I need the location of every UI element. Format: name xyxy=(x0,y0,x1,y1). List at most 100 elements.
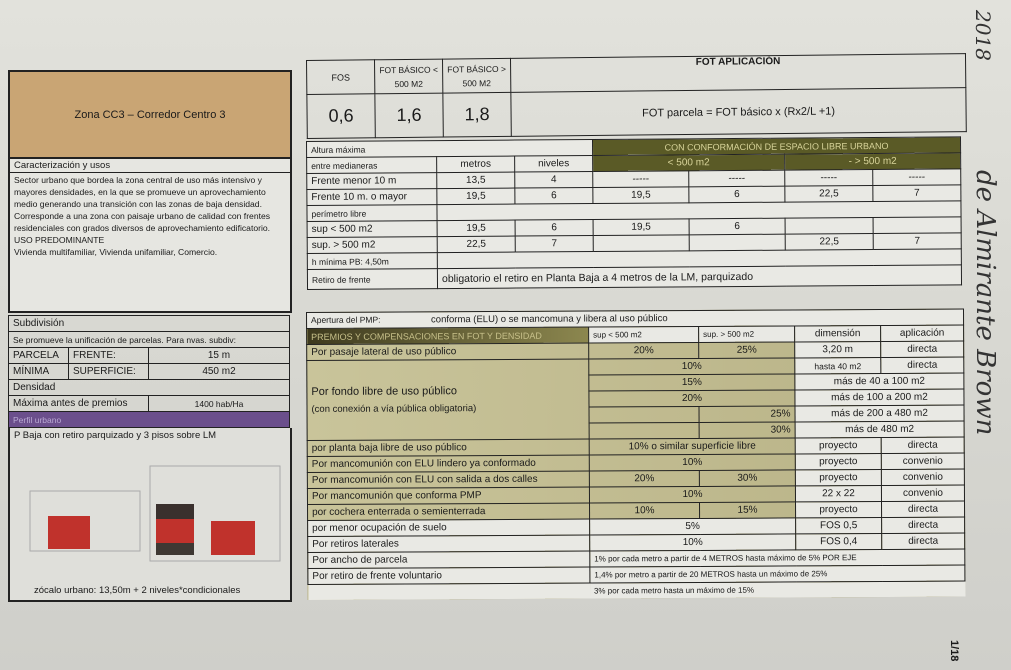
premio-cell: FOS 0,4 xyxy=(795,533,882,550)
premio-cell: directa xyxy=(880,357,964,374)
premio-cell: más de 40 a 100 m2 xyxy=(794,373,964,390)
altura-cell: 6 xyxy=(689,218,786,235)
premio-label: Por pasaje lateral de uso público xyxy=(306,343,589,361)
altura-cell xyxy=(689,234,786,251)
premio-label: Por retiros laterales xyxy=(307,535,590,553)
premio-cell xyxy=(589,406,700,424)
perfil-description: P Baja con retiro parquizado y 3 pisos s… xyxy=(14,430,217,441)
altura-row-label: sup. > 500 m2 xyxy=(307,236,438,254)
premio-cell: 25% xyxy=(698,405,796,423)
altura-cell: 19,5 xyxy=(593,218,690,236)
premio-cell: 1,4% por metro a partir de 20 METROS has… xyxy=(589,565,965,584)
zone-title-text: Zona CC3 – Corredor Centro 3 xyxy=(74,108,226,121)
premio-cell: 10% xyxy=(588,357,795,376)
profile-outline xyxy=(29,490,141,552)
fondo-label-line: Por fondo libre de uso público xyxy=(311,384,457,398)
premio-label: por menor ocupación de suelo xyxy=(307,519,590,537)
premio-cell: 10% xyxy=(589,453,796,472)
premio-label: Por mancomunión con ELU lindero ya confo… xyxy=(307,455,590,473)
subdivision-heading: Subdivisión xyxy=(8,315,290,332)
premio-cell: directa xyxy=(881,437,965,454)
fot-basico-lt500-header: FOT BÁSICO < 500 M2 xyxy=(374,59,443,94)
altura-title: Altura máxima xyxy=(306,139,593,158)
premio-cell: hasta 40 m2 xyxy=(794,357,881,374)
premio-cell: más de 200 a 480 m2 xyxy=(794,405,965,422)
altura-cell xyxy=(873,216,962,234)
premio-cell: proyecto xyxy=(795,437,882,454)
premio-cell: 20% xyxy=(588,389,795,408)
fot-basico-gt500-header: FOT BÁSICO > 500 M2 xyxy=(442,58,511,94)
subdivision-table: Subdivisión Se promueve la unificación d… xyxy=(8,315,290,428)
page-number: 1/18 xyxy=(948,640,960,662)
zone-title: Zona CC3 – Corredor Centro 3 xyxy=(8,70,292,159)
margin-note: de Almirante Brown xyxy=(970,170,1000,436)
premio-cell: 3% por cada metro hasta un máximo de 15% xyxy=(593,585,755,596)
caracterizacion-line: Vivienda multifamiliar, Vivienda unifami… xyxy=(14,247,218,257)
altura-cell xyxy=(593,234,690,252)
premio-cell: convenio xyxy=(881,485,965,502)
subdivision-note: Se promueve la unificación de parcelas. … xyxy=(8,331,290,348)
caracterizacion-line: Sector urbano que bordea la zona central… xyxy=(14,175,262,185)
building-block xyxy=(211,521,255,555)
altura-cell: ----- xyxy=(872,168,961,186)
superficie-label: SUPERFICIE: xyxy=(68,363,149,380)
premios-table: Apertura del PMP: conforma (ELU) o se man… xyxy=(306,308,966,600)
premio-cell: proyecto xyxy=(795,501,882,518)
premio-cell: convenio xyxy=(881,469,965,486)
caracterizacion-line: residenciales con grados diversos de apr… xyxy=(14,223,271,233)
fondo-label-line: (con conexión a vía pública obligatoria) xyxy=(311,402,477,415)
premio-cell: 10% xyxy=(589,485,796,504)
premio-cell xyxy=(308,583,590,600)
premio-cell xyxy=(589,422,700,440)
metros-header: metros xyxy=(436,156,515,173)
altura-row-label: Frente 10 m. o mayor xyxy=(306,188,437,206)
frente-value: 15 m xyxy=(148,347,290,364)
perfil-box: P Baja con retiro parquizado y 3 pisos s… xyxy=(8,428,292,602)
fos-value: 0,6 xyxy=(306,93,376,139)
altura-row-label: Frente menor 10 m xyxy=(306,172,437,190)
altura-cell: ----- xyxy=(592,170,689,188)
premio-label: Por mancomunión que conforma PMP xyxy=(307,487,590,505)
premio-cell: directa xyxy=(881,533,965,550)
urban-profile-drawing xyxy=(29,465,281,562)
superficie-value: 450 m2 xyxy=(148,363,290,380)
perfil-caption: zócalo urbano: 13,50m + 2 niveles*condic… xyxy=(34,585,241,596)
hmin-label: h mínima PB: 4,50m xyxy=(307,252,438,270)
premio-cell: proyecto xyxy=(795,453,882,470)
caracterizacion-line: mayores densidades, en la que se promuev… xyxy=(14,187,266,197)
altura-cell: ----- xyxy=(688,170,785,187)
premio-cell: directa xyxy=(880,341,964,358)
premios-header: PREMIOS Y COMPENSACIONES EN FOT Y DENSID… xyxy=(306,327,589,345)
altura-cell: 13,5 xyxy=(436,172,515,189)
gt500-header: - > 500 m2 xyxy=(784,152,961,171)
perimetro-label: perímetro libre xyxy=(306,204,438,222)
fot-formula: FOT parcela = FOT básico x (Rx2/L +1) xyxy=(510,87,967,137)
caracterizacion-line: medio generando una transición con las z… xyxy=(14,199,262,209)
premio-cell: 30% xyxy=(699,469,796,487)
premio-cell: 10% xyxy=(589,502,700,520)
altura-cell: 22,5 xyxy=(437,236,516,253)
premio-cell: 20% xyxy=(589,470,700,488)
premio-cell: 3,20 m xyxy=(794,341,881,358)
fot-lt500-value: 1,6 xyxy=(374,93,444,138)
altura-cell: 22,5 xyxy=(785,233,874,251)
parcela-label: PARCELA xyxy=(8,347,69,364)
left-lower-column: Subdivisión Se promueve la unificación d… xyxy=(8,315,292,602)
premio-cell: directa xyxy=(881,517,965,534)
altura-cell: 7 xyxy=(873,232,962,250)
building-block xyxy=(156,519,194,543)
retiro-label: Retiro de frente xyxy=(307,268,438,290)
densidad-value: 1400 hab/Ha xyxy=(148,395,290,412)
premio-cell: convenio xyxy=(881,453,965,470)
building-block xyxy=(156,543,194,555)
premio-label: Por ancho de parcela xyxy=(307,551,590,569)
altura-cell: 6 xyxy=(514,187,593,205)
apertura-label: Apertura del PMP: xyxy=(311,314,381,325)
fos-header: FOS xyxy=(306,59,375,95)
premio-cell: 1% por cada metro a partir de 4 METROS h… xyxy=(589,549,965,568)
fot-table: FOS FOT BÁSICO < 500 M2 FOT BÁSICO > 500… xyxy=(306,53,967,139)
caracterizacion-line: Corresponde a una zona con paisaje urban… xyxy=(14,211,271,221)
densidad-label: Máxima antes de premios xyxy=(8,395,149,412)
altura-cell: 19,5 xyxy=(592,186,689,204)
profile-outline xyxy=(149,465,281,562)
